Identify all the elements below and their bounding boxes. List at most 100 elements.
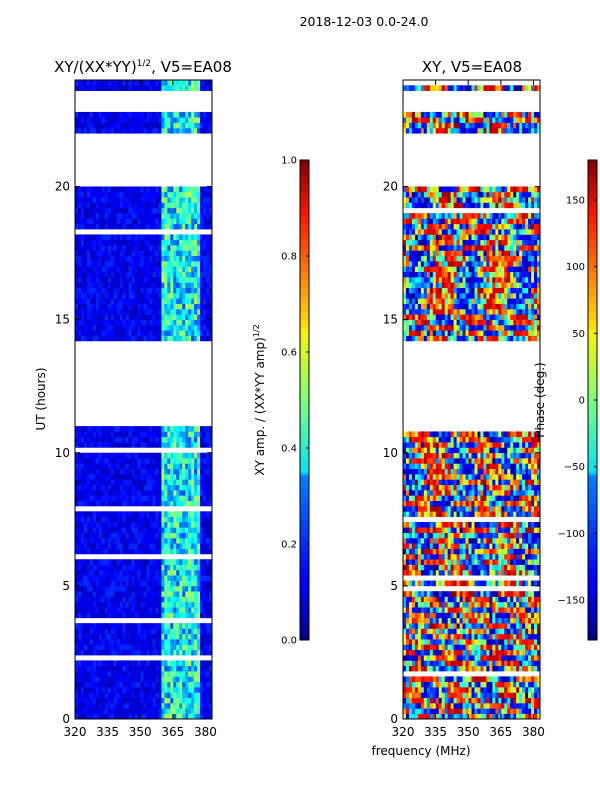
heatmap-cell <box>92 202 97 209</box>
heatmap-cell <box>116 500 120 507</box>
heatmap-cell <box>113 335 117 342</box>
heatmap-cell <box>167 665 171 672</box>
heatmap-cell <box>203 452 207 459</box>
heatmap-cell <box>507 612 511 619</box>
heatmap-cell <box>164 287 168 294</box>
heatmap-cell <box>83 234 88 241</box>
heatmap-cell <box>164 527 168 533</box>
heatmap-cell <box>116 474 120 480</box>
heatmap-cell <box>158 117 162 123</box>
heatmap-cell <box>403 607 407 613</box>
heatmap-cell <box>519 697 523 704</box>
heatmap-cell <box>197 111 201 118</box>
heatmap-cell <box>167 660 171 667</box>
heatmap-cell <box>194 335 198 342</box>
heatmap-cell <box>143 250 147 257</box>
heatmap-cell <box>191 713 195 720</box>
heatmap-cell <box>98 703 103 709</box>
heatmap-cell <box>149 559 153 565</box>
heatmap-cell <box>188 202 192 209</box>
heatmap-cell <box>405 628 410 635</box>
heatmap-cell <box>501 612 505 619</box>
heatmap-cell <box>528 617 532 624</box>
heatmap-cell <box>75 660 79 667</box>
heatmap-cell <box>149 601 153 608</box>
heatmap-cell <box>125 271 129 278</box>
heatmap-cell <box>116 250 120 257</box>
heatmap-cell <box>80 117 85 123</box>
heatmap-cell <box>80 207 85 214</box>
heatmap-cell <box>80 671 85 677</box>
heatmap-cell <box>80 490 85 496</box>
heatmap-cell <box>86 671 91 677</box>
heatmap-cell <box>122 575 126 581</box>
heatmap-cell <box>167 516 171 523</box>
heatmap-cell <box>134 324 138 331</box>
heatmap-cell <box>161 335 165 342</box>
heatmap-cell <box>411 713 416 720</box>
heatmap-cell <box>104 298 109 304</box>
heatmap-cell <box>176 575 180 581</box>
heatmap-cell <box>110 639 115 645</box>
heatmap-cell <box>468 681 472 688</box>
heatmap-cell <box>432 639 437 645</box>
heatmap-cell <box>119 639 123 645</box>
heatmap-cell <box>113 490 117 496</box>
heatmap-cell <box>110 80 115 86</box>
heatmap-cell <box>119 442 123 448</box>
heatmap-cell <box>158 559 162 565</box>
heatmap-cell <box>95 303 100 310</box>
heatmap-cell <box>507 687 511 693</box>
heatmap-cell <box>194 660 198 667</box>
heatmap-cell <box>188 261 192 267</box>
heatmap-cell <box>134 261 138 267</box>
heatmap-cell <box>209 223 213 230</box>
heatmap-cell <box>155 287 159 294</box>
heatmap-cell <box>98 223 103 230</box>
heatmap-cell <box>116 127 120 134</box>
heatmap-cell <box>191 218 195 225</box>
heatmap-cell <box>456 649 460 656</box>
heatmap-cell <box>453 617 457 624</box>
heatmap-cell <box>149 271 153 278</box>
heatmap-cell <box>465 628 469 635</box>
heatmap-cell <box>173 676 177 683</box>
heatmap-cell <box>191 527 195 533</box>
heatmap-cell <box>450 607 454 613</box>
heatmap-cell <box>137 649 141 656</box>
heatmap-cell <box>122 319 126 326</box>
heatmap-cell <box>209 681 213 688</box>
heatmap-cell <box>122 458 126 464</box>
heatmap-cell <box>89 623 94 629</box>
heatmap-cell <box>101 335 106 342</box>
heatmap-cell <box>206 569 210 576</box>
heatmap-cell <box>152 703 156 709</box>
heatmap-cell <box>98 601 103 608</box>
heatmap-cell <box>128 537 132 544</box>
heatmap-cell <box>161 495 165 501</box>
heatmap-cell <box>161 639 165 645</box>
heatmap-cell <box>191 191 195 198</box>
heatmap-cell <box>128 527 132 533</box>
heatmap-cell <box>432 644 437 651</box>
heatmap-cell <box>447 655 451 661</box>
heatmap-cell <box>158 484 162 491</box>
heatmap-cell <box>200 681 204 688</box>
heatmap-cell <box>104 564 109 571</box>
heatmap-cell <box>176 122 180 129</box>
heatmap-cell <box>110 458 115 464</box>
heatmap-cell <box>164 191 168 198</box>
heatmap-cell <box>167 623 171 629</box>
heatmap-cell <box>161 117 165 123</box>
heatmap-cell <box>149 500 153 507</box>
heatmap-cell <box>83 127 88 134</box>
heatmap-cell <box>116 591 120 597</box>
heatmap-cell <box>161 303 165 310</box>
heatmap-cell <box>507 655 511 661</box>
heatmap-cell <box>158 681 162 688</box>
heatmap-cell <box>483 607 487 613</box>
heatmap-cell <box>125 644 129 651</box>
heatmap-cell <box>182 532 186 539</box>
heatmap-cell <box>75 452 79 459</box>
